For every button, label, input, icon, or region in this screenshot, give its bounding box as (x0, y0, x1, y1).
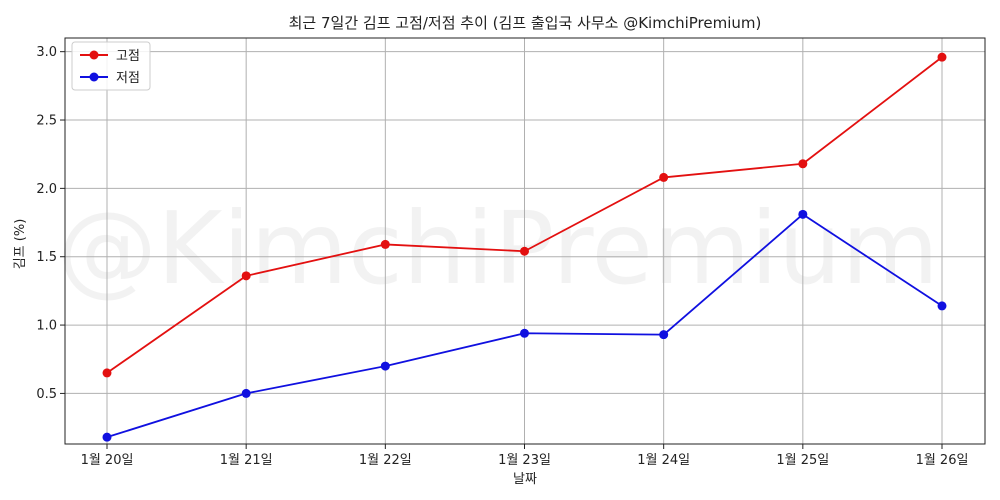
data-point-low (380, 361, 390, 371)
x-tick-label: 1월 24일 (637, 453, 690, 468)
data-point-high (659, 172, 669, 182)
legend-label-low: 저점 (116, 71, 140, 86)
data-point-low (937, 301, 947, 311)
y-tick-label: 1.0 (36, 319, 57, 334)
data-point-high (520, 246, 529, 256)
data-point-low (520, 328, 529, 338)
y-tick-label: 3.0 (36, 45, 57, 60)
watermark-layer: @KimchiPremium (57, 190, 939, 307)
x-tick-label: 1월 20일 (81, 453, 134, 468)
y-tick-label: 2.0 (36, 182, 57, 197)
legend-marker-high (89, 50, 99, 60)
series-layer (102, 52, 947, 442)
x-tick-label: 1월 21일 (220, 453, 273, 468)
y-tick-label: 0.5 (36, 387, 57, 402)
legend-label-high: 고점 (116, 49, 140, 64)
data-point-high (102, 368, 112, 378)
x-tick-label: 1월 22일 (359, 453, 412, 468)
x-tick-label: 1월 23일 (498, 453, 551, 468)
data-point-high (241, 271, 251, 281)
data-point-low (798, 209, 808, 219)
data-point-high (380, 239, 390, 249)
legend-item-high: 고점 (80, 49, 140, 64)
legend: 고점 저점 (71, 41, 151, 91)
data-point-low (241, 388, 251, 398)
data-point-low (102, 432, 112, 442)
y-tick-label: 2.5 (36, 114, 57, 129)
data-point-low (659, 330, 669, 340)
y-tick-label: 1.5 (36, 250, 57, 265)
x-tick-label: 1월 25일 (776, 453, 829, 468)
series-low (102, 209, 947, 442)
legend-marker-low (89, 72, 99, 82)
legend-item-low: 저점 (80, 71, 140, 86)
series-high (102, 52, 947, 378)
x-axis-title: 날짜 (513, 472, 537, 487)
x-tick-label: 1월 26일 (916, 453, 969, 468)
data-point-high (937, 52, 947, 62)
watermark: @KimchiPremium (57, 190, 939, 307)
chart-title: 최근 7일간 김프 고점/저점 추이 (김프 출입국 사무소 @KimchiPr… (289, 14, 762, 32)
data-point-high (798, 159, 808, 169)
tick-layer: 1월 20일 1월 21일 1월 22일 1월 23일 1월 24일 1월 25일 1월 2… (36, 45, 968, 468)
y-axis-title: 김프 (%) (13, 219, 28, 270)
grid-layer (65, 38, 985, 444)
